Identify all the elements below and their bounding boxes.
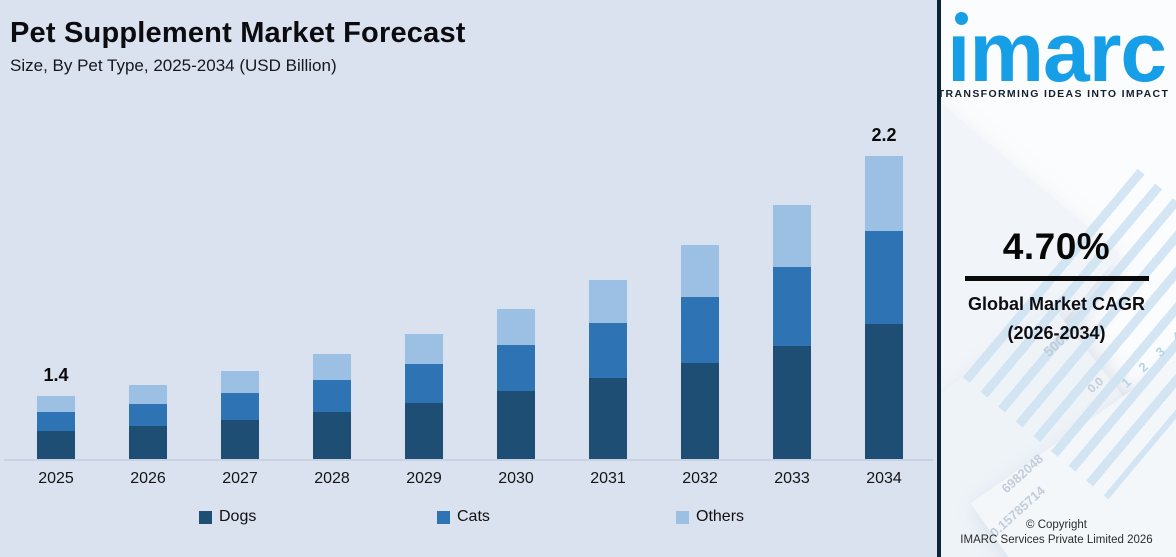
bar-segment-cats [405,364,443,403]
bar-segment-dogs [37,431,75,459]
bar-segment-dogs [589,378,627,459]
bar-slot [562,90,654,459]
bar-segment-others [313,354,351,380]
stacked-bar [681,245,719,459]
stacked-bar [865,156,903,459]
value-label: 2.2 [871,125,897,145]
side-panel: 500.0 0.0 1 2 3 4 6982048 0.15785714 ıma… [937,0,1176,557]
stacked-bar [589,280,627,459]
bar-slot [470,90,562,459]
bar-segment-cats [37,412,75,431]
chart-title: Pet Supplement Market Forecast [10,17,466,49]
stacked-bar [497,309,535,459]
bar-segment-cats [129,404,167,426]
bar-segment-others [37,396,75,412]
x-axis-label: 2030 [498,470,534,487]
legend-item-others: Others [676,508,744,526]
bar-slot [378,90,470,459]
bar-segment-dogs [129,426,167,459]
copyright: © Copyright IMARC Services Private Limit… [937,518,1176,548]
bar-segment-dogs [497,391,535,459]
bar-segment-others [865,156,903,231]
bar-slot [746,90,838,459]
bar-segment-dogs [313,412,351,459]
legend-label: Others [696,508,745,525]
legend-swatch [676,510,689,524]
x-axis-line [4,459,933,461]
x-axis-label: 2031 [590,470,626,487]
bar-segment-others [589,280,627,323]
bar-segment-others [221,371,259,393]
legend-item-cats: Cats [437,508,490,526]
imarc-logo-text: ımarc [947,5,1167,99]
bar-segment-cats [865,231,903,324]
legend: Dogs Cats Others [0,504,937,534]
plot-area: 1.4 2.2 [10,90,930,459]
x-axis-label: 2028 [314,470,350,487]
bar-segment-dogs [681,363,719,459]
legend-item-dogs: Dogs [199,508,256,526]
chart-area: Pet Supplement Market Forecast Size, By … [0,0,937,557]
legend-label: Cats [457,508,490,525]
legend-swatch [199,510,212,524]
stacked-bar [221,371,259,459]
stacked-bar [129,385,167,459]
bar-segment-others [773,205,811,267]
bar-segment-cats [589,323,627,378]
bar-segment-dogs [221,420,259,459]
bar-segment-others [681,245,719,297]
bar-segment-cats [497,345,535,391]
bar-segment-others [497,309,535,345]
bar-slot: 1.4 [10,90,102,459]
bar-slot: 2.2 [838,90,930,459]
value-label: 1.4 [43,365,69,385]
x-axis-label: 2034 [866,470,902,487]
legend-label: Dogs [219,508,257,525]
stacked-bar [773,205,811,459]
x-axis-label: 2025 [38,470,74,487]
bar-segment-others [129,385,167,404]
bar-segment-others [405,334,443,364]
bar-slot [102,90,194,459]
stacked-bar [37,396,75,459]
bar-slot [654,90,746,459]
bar-slot [194,90,286,459]
cagr-underline [964,276,1149,281]
bar-slot [286,90,378,459]
cagr-value: 4.70% [1002,226,1111,267]
chart-subtitle: Size, By Pet Type, 2025-2034 (USD Billio… [10,56,337,75]
panel-content: ımarc TRANSFORMING IDEAS INTO IMPACT 4.7… [937,0,1176,557]
x-axis-label: 2029 [406,470,442,487]
bar-segment-cats [773,267,811,346]
panel-divider [937,0,941,557]
bar-segment-dogs [865,324,903,459]
chart-header: Pet Supplement Market Forecast Size, By … [0,0,937,90]
stacked-bar [313,354,351,459]
bar-segment-cats [313,380,351,412]
bar-segment-cats [221,393,259,420]
bar-segment-dogs [405,403,443,459]
stacked-bar [405,334,443,459]
x-axis-label: 2033 [774,470,810,487]
logo-i-dot-icon [955,12,968,25]
legend-swatch [437,510,450,524]
cagr-label-line2: (2026-2034) [1007,323,1106,343]
x-axis-label: 2032 [682,470,718,487]
cagr-label-line1: Global Market CAGR [967,294,1146,314]
bar-segment-cats [681,297,719,363]
bar-segment-dogs [773,346,811,459]
x-axis-labels: 2025 2026 2027 2028 2029 2030 2031 2032 2033 2034 [10,461,930,488]
cagr-block: 4.70% Global Market CAGR (2026-2034) [937,226,1176,348]
logo-tagline: TRANSFORMING IDEAS INTO IMPACT [937,88,1170,100]
x-axis-label: 2026 [130,470,166,487]
copyright-line1: © Copyright [1026,519,1087,531]
x-axis-label: 2027 [222,470,258,487]
copyright-line2: IMARC Services Private Limited 2026 [960,534,1153,546]
